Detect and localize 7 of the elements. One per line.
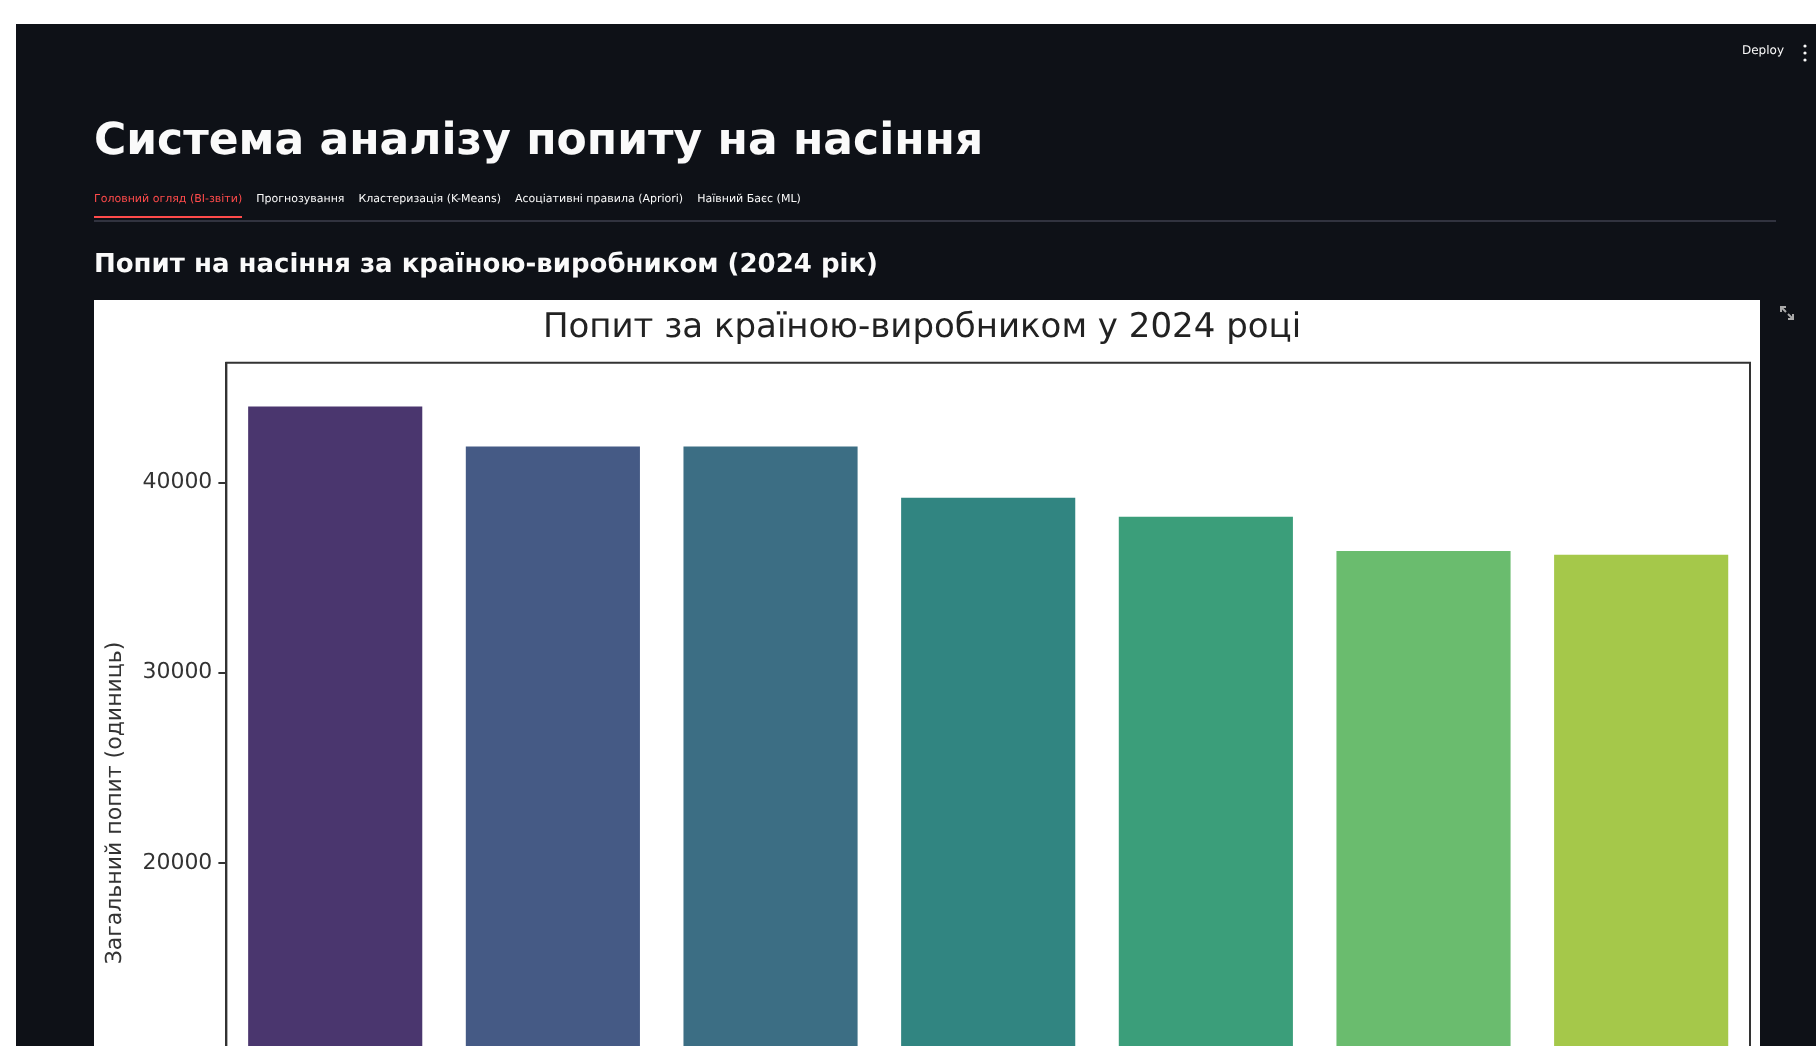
y-axis-title: Загальний попит (одиниць): [100, 641, 127, 965]
y-tick-label: 20000: [142, 848, 213, 875]
y-tick-label: 30000: [142, 658, 213, 685]
chart-subtitle: Попит на насіння за країною-виробником (2024 рік): [94, 250, 878, 280]
y-tick-label: 40000: [142, 468, 213, 495]
text: Система аналізу попиту на насіння: [94, 116, 984, 166]
chart-title: Попит за країною-виробником у 2024 році: [542, 307, 1302, 348]
